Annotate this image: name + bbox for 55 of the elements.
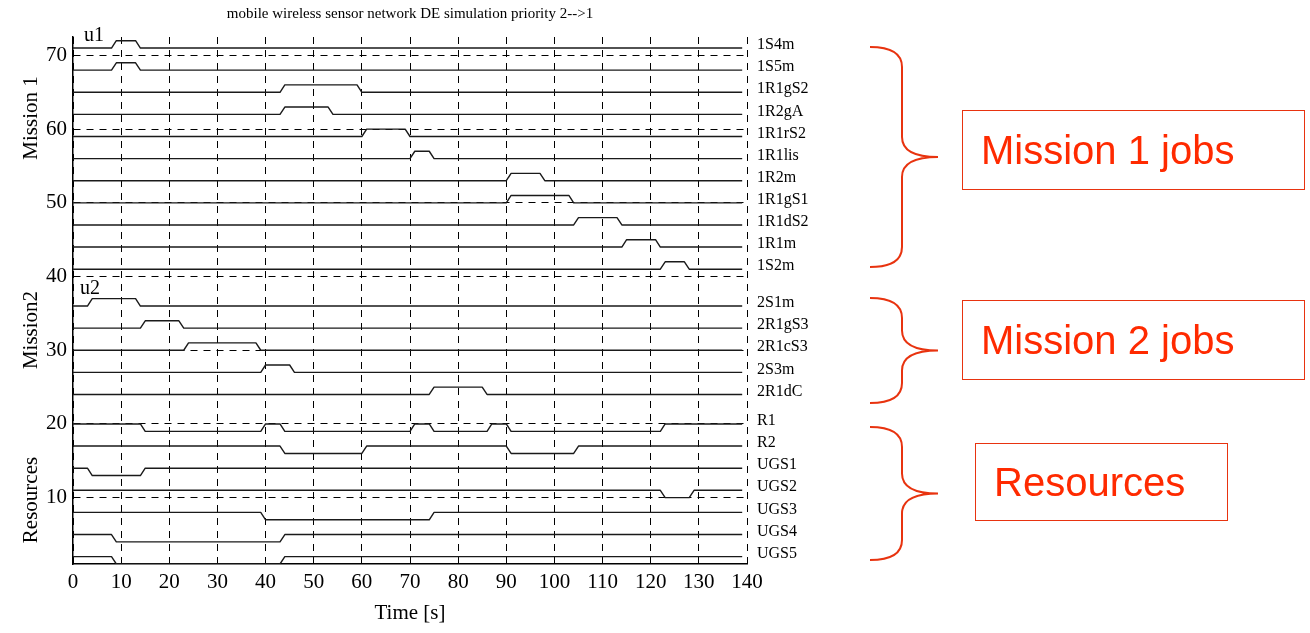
chart-title: mobile wireless sensor network DE simulation priority 2-->1	[226, 4, 594, 21]
series-label: 1S5m	[757, 57, 795, 75]
series-label: 2R1cS3	[757, 337, 808, 355]
x-tick-label: 110	[587, 569, 618, 594]
x-tick-label: 100	[538, 569, 571, 594]
series-label: 1R1gS2	[757, 79, 809, 98]
series-label: 1R1dS2	[757, 212, 809, 230]
series-label: 1S4m	[757, 35, 795, 53]
series-label: 1R1lis	[757, 145, 799, 163]
x-axis-title: Time [s]	[374, 599, 446, 624]
series-label: UGS2	[757, 477, 798, 495]
y-tick-label: 30	[46, 336, 67, 361]
series-label: UGS1	[757, 455, 798, 473]
series-label: R2	[757, 433, 776, 451]
annotation: u1	[84, 23, 104, 45]
series-label: UGS5	[757, 543, 798, 561]
text: Resources	[17, 456, 43, 544]
y-tick-label: 70	[46, 41, 67, 66]
text: Mission 1	[17, 76, 43, 160]
series-label: 2R1gS3	[757, 315, 809, 334]
y-tick-label: 40	[46, 263, 67, 288]
text: Mission 1 jobs	[962, 110, 1305, 190]
x-tick-label: 80	[447, 569, 469, 594]
series-label: 1R2gA	[757, 101, 804, 120]
series-label: 2S1m	[757, 293, 795, 311]
x-tick-label: 60	[351, 569, 373, 594]
series-label: 1S2m	[757, 256, 795, 274]
text: Resources	[975, 443, 1228, 521]
x-tick-label: 30	[206, 569, 228, 594]
series-label: 1R2m	[757, 167, 797, 185]
x-tick-label: 70	[399, 569, 421, 594]
x-tick-label: 90	[495, 569, 517, 594]
x-tick-label: 120	[634, 569, 667, 594]
x-tick-label: 130	[683, 569, 715, 594]
x-tick-label: 40	[255, 569, 277, 594]
series-label: UGS4	[757, 521, 798, 539]
x-tick-label: 140	[731, 569, 763, 594]
x-tick-label: 0	[67, 569, 79, 594]
series-label: 1R1gS1	[757, 190, 809, 209]
text: Mission2	[17, 290, 43, 370]
series-label: 2S3m	[757, 359, 795, 377]
y-tick-label: 50	[46, 189, 67, 214]
series-label: UGS3	[757, 499, 798, 517]
series-label: 2R1dC	[757, 381, 803, 399]
y-tick-label: 60	[46, 115, 67, 140]
x-tick-label: 50	[303, 569, 325, 594]
series-label: 1R1rS2	[757, 123, 806, 141]
annotation: u2	[80, 276, 100, 298]
x-tick-label: 20	[158, 569, 180, 594]
text: Mission 2 jobs	[962, 300, 1305, 380]
y-tick-label: 10	[46, 484, 67, 509]
series-label: R1	[757, 411, 776, 429]
series-label: 1R1m	[757, 234, 797, 252]
y-tick-label: 20	[46, 410, 67, 435]
x-tick-label: 10	[110, 569, 132, 594]
